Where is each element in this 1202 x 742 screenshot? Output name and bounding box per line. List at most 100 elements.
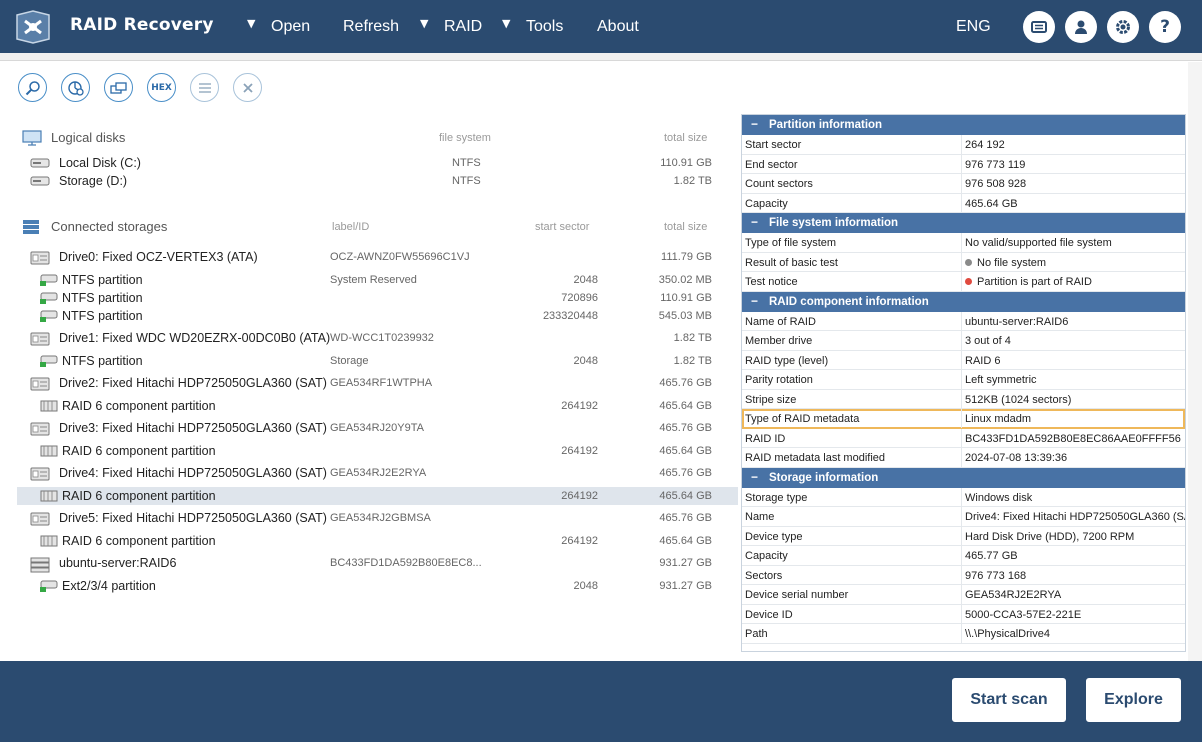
open-dropdown-arrow-icon[interactable]: ▼ <box>247 17 256 30</box>
info-value-wrap: 2024-07-08 13:39:36 <box>965 452 1067 464</box>
storage-name: Drive1: Fixed WDC WD20EZRX-00DC0B0 (ATA) <box>59 331 331 345</box>
disk-scan-icon[interactable] <box>61 73 90 102</box>
collapse-icon[interactable]: − <box>751 469 759 484</box>
info-section-header[interactable]: − Partition information <box>742 115 1185 135</box>
menu-raid[interactable]: RAID <box>444 18 483 35</box>
search-icon[interactable] <box>18 73 47 102</box>
raid-array-icon <box>30 557 50 576</box>
partition-row[interactable]: Ext2/3/4 partition 2048 931.27 GB <box>17 577 738 595</box>
info-value: RAID 6 <box>965 354 1001 367</box>
info-key: Capacity <box>745 550 788 562</box>
status-dot-icon <box>965 258 972 266</box>
partition-row[interactable]: RAID 6 component partition 264192 465.64 G… <box>17 397 738 415</box>
storage-start-sector: 264192 <box>561 535 598 547</box>
info-value-wrap: BC433FD1DA592B80E8EC86AAE0FFFF56 <box>965 433 1181 445</box>
menu-about[interactable]: About <box>597 18 639 35</box>
scrollbar[interactable] <box>1188 62 1202 661</box>
partition-icon <box>40 310 58 325</box>
info-key: End sector <box>745 158 798 171</box>
start-scan-button[interactable]: Start scan <box>952 678 1066 722</box>
info-value-wrap: 3 out of 4 <box>965 335 1011 347</box>
raid-dropdown-arrow-icon[interactable]: ▼ <box>420 17 429 30</box>
info-value: GEA534RJ2E2RYA <box>965 589 1062 601</box>
logical-disk-fs: NTFS <box>452 175 481 187</box>
storage-size: 111.79 GB <box>661 251 712 263</box>
storage-name: RAID 6 component partition <box>62 399 216 413</box>
logical-disk-row[interactable]: Storage (D:) NTFS 1.82 TB <box>17 172 738 190</box>
info-value: BC433FD1DA592B80E8EC86AAE0FFFF56 <box>965 432 1181 445</box>
tools-dropdown-arrow-icon[interactable]: ▼ <box>502 17 511 30</box>
title-bar: RAID Recovery ▼ Open Refresh ▼ RAID ▼ To… <box>0 0 1202 53</box>
storage-name: Drive5: Fixed Hitachi HDP725050GLA360 (S… <box>59 511 327 525</box>
account-icon[interactable] <box>1065 11 1097 43</box>
partition-row[interactable]: RAID 6 component partition 264192 465.64 G… <box>17 442 738 460</box>
info-section-title: Partition information <box>769 119 883 131</box>
partition-row[interactable]: NTFS partition 233320448 545.03 MB <box>17 307 738 325</box>
info-value: 465.77 GB <box>965 550 1018 562</box>
partition-row[interactable]: NTFS partition System Reserved 2048 350.02 … <box>17 271 738 289</box>
storage-stack-icon <box>23 220 39 234</box>
storage-name: NTFS partition <box>62 354 143 368</box>
explore-button[interactable]: Explore <box>1086 678 1181 722</box>
info-section-header[interactable]: − File system information <box>742 213 1185 233</box>
list-view-icon[interactable] <box>190 73 219 102</box>
storage-row[interactable]: Drive4: Fixed Hitachi HDP725050GLA360 (S… <box>17 464 738 482</box>
create-image-icon[interactable] <box>104 73 133 102</box>
collapse-icon[interactable]: − <box>751 293 759 308</box>
monitor-icon <box>22 130 42 146</box>
info-key: RAID metadata last modified <box>745 452 886 464</box>
info-row: Parity rotation Left symmetric <box>742 370 1185 390</box>
hex-editor-button[interactable]: HEX <box>147 73 176 102</box>
storage-size: 931.27 GB <box>659 557 712 569</box>
settings-icon[interactable] <box>1107 11 1139 43</box>
logical-disk-name: Storage (D:) <box>59 174 128 188</box>
menu-tools[interactable]: Tools <box>526 18 564 35</box>
info-row: End sector 976 773 119 <box>742 154 1185 174</box>
menu-open[interactable]: Open <box>271 18 311 35</box>
language-selector[interactable]: ENG <box>956 18 991 35</box>
info-key: Parity rotation <box>745 374 813 386</box>
info-key: Capacity <box>745 197 788 210</box>
info-value-wrap: 976 773 168 <box>965 570 1026 582</box>
info-value: Drive4: Fixed Hitachi HDP725050GLA360 (S… <box>965 511 1186 523</box>
raid-component-icon <box>40 445 58 460</box>
info-section-header[interactable]: − RAID component information <box>742 291 1185 312</box>
partition-row[interactable]: RAID 6 component partition 264192 465.64 G… <box>17 532 738 550</box>
info-value-wrap: \\.\PhysicalDrive4 <box>965 628 1050 640</box>
storage-row[interactable]: Drive0: Fixed OCZ-VERTEX3 (ATA) OCZ-AWNZ0… <box>17 248 738 266</box>
storage-row[interactable]: Drive3: Fixed Hitachi HDP725050GLA360 (S… <box>17 419 738 437</box>
menu-refresh[interactable]: Refresh <box>343 18 400 35</box>
messages-icon[interactable] <box>1023 11 1055 43</box>
storage-row[interactable]: ubuntu-server:RAID6 BC433FD1DA592B80E8EC8… <box>17 554 738 573</box>
partition-row[interactable]: RAID 6 component partition 264192 465.64 G… <box>17 487 738 505</box>
info-value-wrap: 465.64 GB <box>965 198 1018 210</box>
close-icon[interactable] <box>233 73 262 102</box>
logical-disk-row[interactable]: Local Disk (C:) NTFS 110.91 GB <box>17 154 738 172</box>
collapse-icon[interactable]: − <box>751 117 759 131</box>
info-value-wrap: GEA534RJ2E2RYA <box>965 589 1061 601</box>
info-key: Stripe size <box>745 393 797 406</box>
raid-component-icon <box>40 400 58 415</box>
info-key: Type of RAID metadata <box>745 413 860 425</box>
collapse-icon[interactable]: − <box>751 215 759 229</box>
info-key: Test notice <box>745 276 798 288</box>
storage-size: 110.91 GB <box>660 292 712 304</box>
info-value: No file system <box>977 256 1047 269</box>
logical-disk-name: Local Disk (C:) <box>59 156 141 170</box>
info-section-header[interactable]: − Storage information <box>742 467 1185 488</box>
app-logo-icon <box>16 10 50 44</box>
storage-size: 1.82 TB <box>673 332 712 344</box>
storage-row[interactable]: Drive5: Fixed Hitachi HDP725050GLA360 (S… <box>17 509 738 527</box>
info-value: ubuntu-server:RAID6 <box>965 315 1069 328</box>
info-section-title: Storage information <box>769 471 879 484</box>
storage-name: NTFS partition <box>62 273 143 287</box>
info-value: 976 508 928 <box>965 178 1027 190</box>
info-value: 3 out of 4 <box>965 335 1011 347</box>
storage-row[interactable]: Drive2: Fixed Hitachi HDP725050GLA360 (S… <box>17 374 738 392</box>
storage-row[interactable]: Drive1: Fixed WDC WD20EZRX-00DC0B0 (ATA)… <box>17 329 738 347</box>
partition-row[interactable]: NTFS partition 720896 110.91 GB <box>17 289 738 307</box>
partition-row[interactable]: NTFS partition Storage 2048 1.82 TB <box>17 352 738 370</box>
info-row: Device ID 5000-CCA3-57E2-221E <box>742 604 1185 624</box>
info-key: Count sectors <box>745 178 813 190</box>
help-icon[interactable]: ? <box>1149 11 1181 43</box>
